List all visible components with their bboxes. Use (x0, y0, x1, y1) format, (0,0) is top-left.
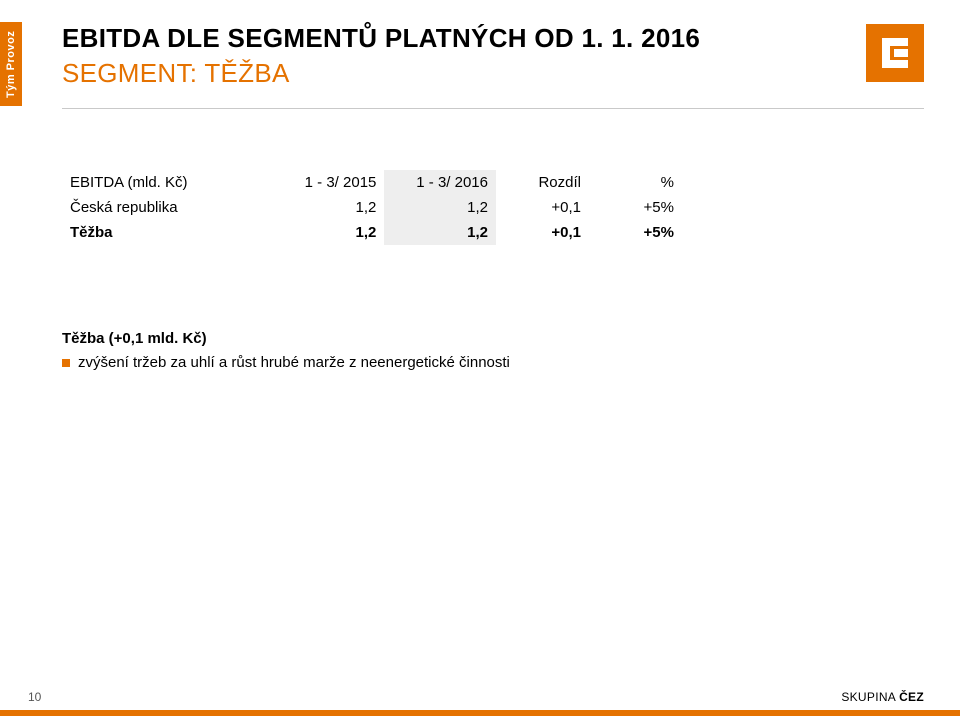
bullet-item: zvýšení tržeb za uhlí a růst hrubé marže… (62, 353, 840, 373)
table-header-col-d: % (589, 170, 682, 195)
footer-brand: SKUPINA ČEZ (841, 690, 924, 704)
title-line-1: EBITDA DLE SEGMENTŮ PLATNÝCH OD 1. 1. 20… (62, 22, 870, 55)
table-cell: 1,2 (273, 220, 385, 245)
header-divider (62, 108, 924, 109)
table-cell: +5% (589, 220, 682, 245)
table-cell: 1,2 (384, 195, 496, 220)
side-tab: Tým Provoz (0, 22, 22, 106)
footer: 10 SKUPINA ČEZ (0, 686, 960, 716)
table-cell: 1,2 (273, 195, 385, 220)
table-cell: +0,1 (496, 195, 589, 220)
side-tab-label: Tým Provoz (5, 30, 17, 97)
table-header-col-a: 1 - 3/ 2015 (273, 170, 385, 195)
cez-logo-icon (866, 24, 924, 82)
table-cell: 1,2 (384, 220, 496, 245)
table-header-col-c: Rozdíl (496, 170, 589, 195)
table-header-label: EBITDA (mld. Kč) (62, 170, 273, 195)
table-header-row: EBITDA (mld. Kč) 1 - 3/ 2015 1 - 3/ 2016… (62, 170, 682, 195)
slide: Tým Provoz EBITDA DLE SEGMENTŮ PLATNÝCH … (0, 0, 960, 716)
bullet-text: zvýšení tržeb za uhlí a růst hrubé marže… (78, 353, 840, 373)
footer-brand-bold: ČEZ (899, 690, 924, 704)
table-cell-label: Těžba (62, 220, 273, 245)
bullet-square-icon (62, 359, 70, 367)
header: EBITDA DLE SEGMENTŮ PLATNÝCH OD 1. 1. 20… (62, 22, 870, 89)
footer-brand-light: SKUPINA (841, 690, 899, 704)
title-line-2: SEGMENT: TĚŽBA (62, 57, 870, 90)
footer-accent-bar (0, 710, 960, 716)
table-cell: +0,1 (496, 220, 589, 245)
table-cell-label: Česká republika (62, 195, 273, 220)
table-header-col-b: 1 - 3/ 2016 (384, 170, 496, 195)
table-cell: +5% (589, 195, 682, 220)
notes-title: Těžba (+0,1 mld. Kč) (62, 330, 840, 347)
table-row: Česká republika 1,2 1,2 +0,1 +5% (62, 195, 682, 220)
page-number: 10 (28, 690, 41, 704)
table-row-total: Těžba 1,2 1,2 +0,1 +5% (62, 220, 682, 245)
notes-section: Těžba (+0,1 mld. Kč) zvýšení tržeb za uh… (62, 330, 840, 373)
ebitda-table: EBITDA (mld. Kč) 1 - 3/ 2015 1 - 3/ 2016… (62, 170, 682, 245)
